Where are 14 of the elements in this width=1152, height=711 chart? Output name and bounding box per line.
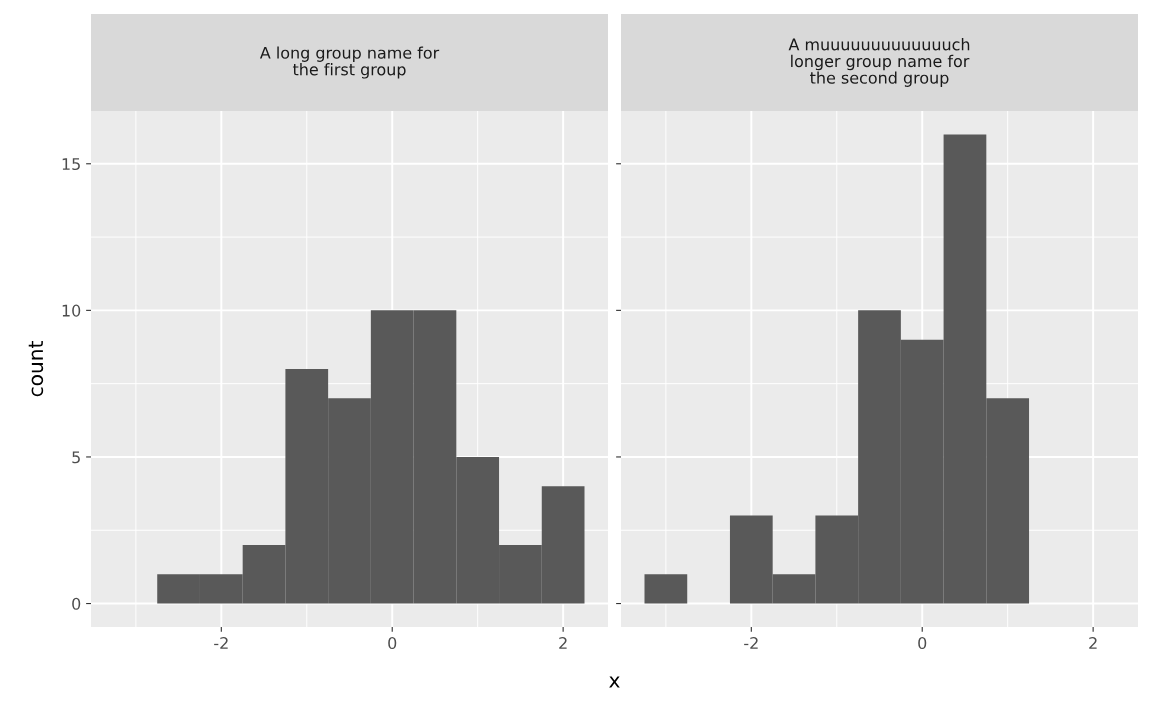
chart-title: A muuuuuuuuuuuuuch longer group name for the second group xyxy=(788,38,970,87)
x-tick-label: 0 xyxy=(918,637,927,650)
y-tick-label: 5 xyxy=(72,451,80,464)
y-tick-label: 15 xyxy=(62,158,80,171)
x-tick-label: -2 xyxy=(214,637,228,649)
x-tick-label: 2 xyxy=(559,637,567,649)
y-tick-label: 10 xyxy=(62,304,81,317)
x-tick-label: 2 xyxy=(1089,637,1097,649)
y-axis-title: count xyxy=(28,341,44,397)
x-tick-label: -2 xyxy=(744,637,758,649)
x-tick-label: 0 xyxy=(388,637,397,650)
x-axis-title: x xyxy=(609,676,620,688)
chart-title: A long group name for the first group xyxy=(259,46,440,79)
y-tick-label: 0 xyxy=(72,597,81,610)
